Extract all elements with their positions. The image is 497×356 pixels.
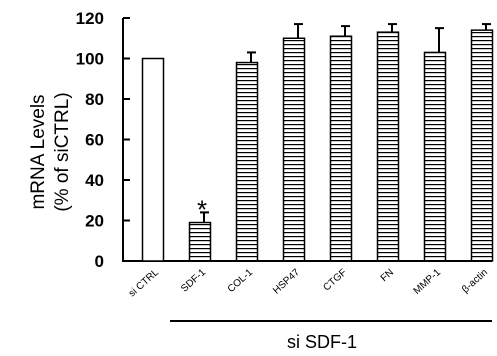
x-tick-label-3: HSP47 [271,267,302,297]
y-axis-label-line1: mRNA Levels [28,94,49,209]
x-tick-label-1: SDF-1 [179,267,208,295]
bar-3 [282,37,306,262]
bar-7 [470,29,494,262]
bar-4 [329,35,353,262]
group-label: si SDF-1 [287,332,357,352]
y-tick-label: 20 [85,212,104,231]
bar-1 [188,221,212,262]
bar-6 [423,51,447,262]
x-tick-label-6: MMP-1 [412,267,444,297]
y-tick-label: 0 [95,252,104,271]
y-tick-label: 40 [85,171,104,190]
x-tick-label-2: COL-1 [226,267,256,295]
bar-5 [376,31,400,262]
bar-0 [141,57,165,262]
y-tick-label: 60 [85,131,104,150]
y-axis-label-line2: (% of siCTRL) [52,92,73,211]
x-tick-label-5: FN [379,267,396,284]
x-tick-label-7: β-actin [460,267,490,295]
significance-annotation: * [197,194,207,224]
x-tick-label-4: CTGF [321,267,349,293]
bar-2 [235,61,259,262]
y-tick-label: 80 [85,90,104,109]
x-tick-label-0: si CTRL [127,267,162,300]
y-tick-label: 100 [76,50,104,69]
y-tick-label: 120 [76,9,104,28]
